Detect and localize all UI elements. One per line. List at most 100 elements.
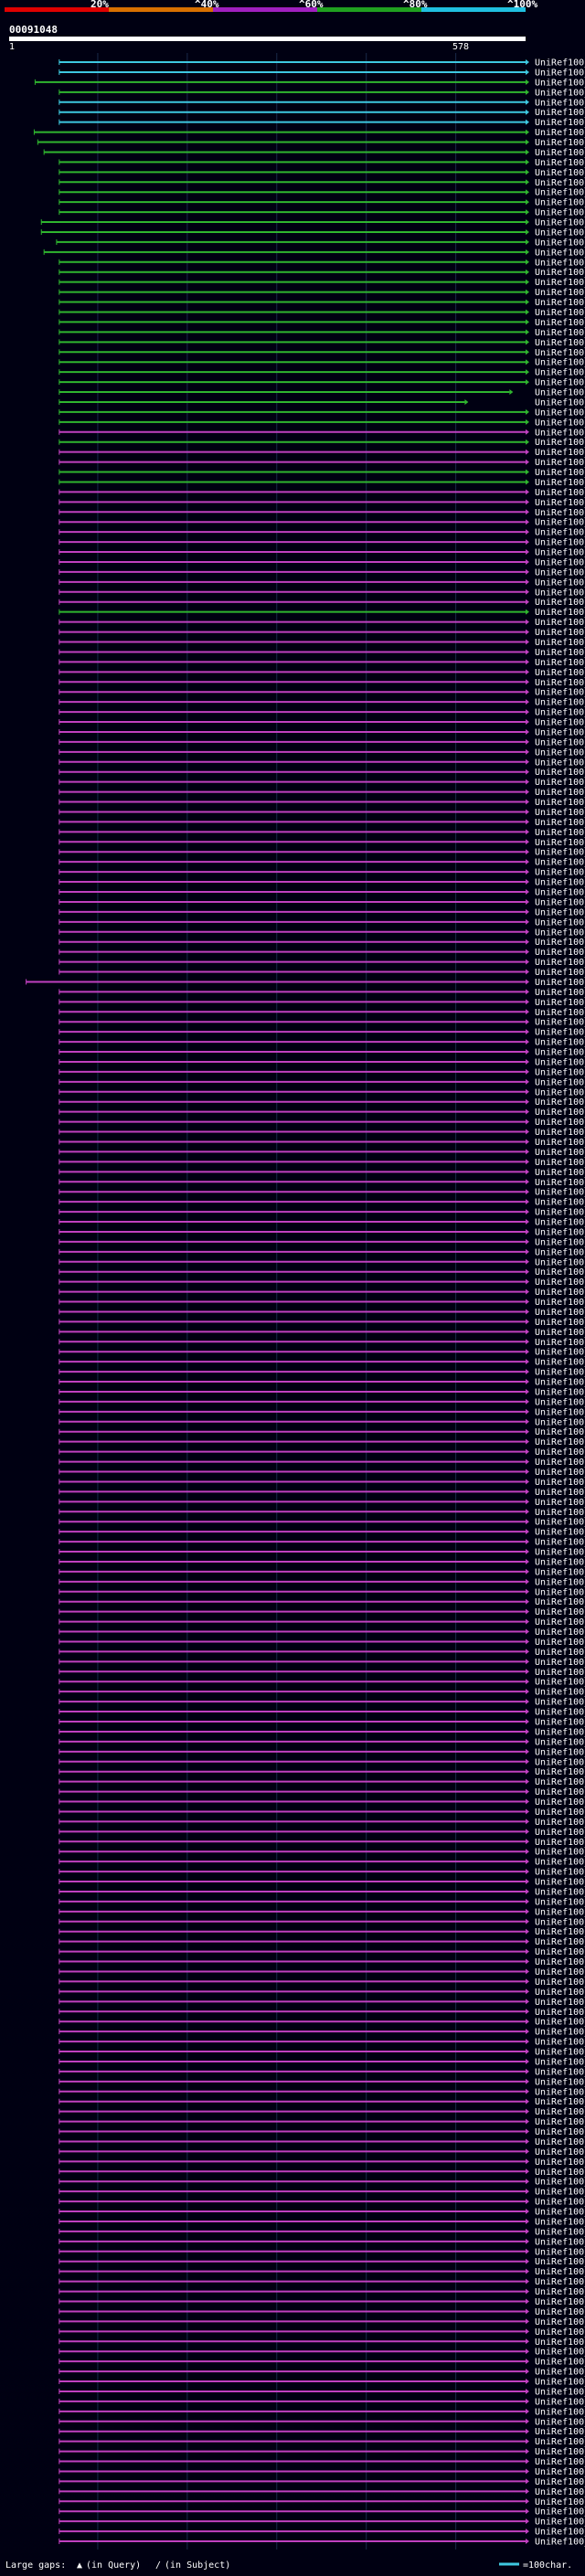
hit-label: UniRef100_C0AZ76 (535, 1718, 585, 1728)
footer-legend: Large gaps: ▲ (in Query) / (in Subject) … (5, 2560, 572, 2571)
hit-row: UniRef100_Q1UQ97 (58, 1927, 585, 1937)
hit-end-arrow (526, 2128, 529, 2135)
hit-label: UniRef100_C5D145 (535, 1427, 585, 1437)
hit-label: UniRef100_B7HYS3 (535, 2317, 585, 2327)
hit-end-arrow (526, 1088, 529, 1095)
hit-label: UniRef100_A3IFS3 (535, 1757, 585, 1767)
hit-end-arrow (526, 1068, 529, 1075)
hit-label: UniRef100_C7WYG2 (535, 678, 585, 688)
hit-row: UniRef100_A9NNE3 (58, 358, 585, 368)
hit-end-arrow (526, 2438, 529, 2444)
hit-label: UniRef100_B7Q9T4 (535, 2227, 585, 2237)
hit-label: UniRef100_B4VDF2 (535, 1318, 585, 1328)
hit-end-arrow (526, 99, 529, 105)
hit-row: UniRef100_C2UQQ8 (58, 1237, 585, 1247)
hit-row: UniRef100_UP1000.. (58, 1767, 585, 1777)
hit-label: UniRef100_A9WFB7 (535, 1737, 585, 1747)
hit-end-arrow (526, 1788, 529, 1795)
hit-label: UniRef100_C2UGF3 (535, 2427, 585, 2437)
hit-end-arrow (526, 2318, 529, 2325)
hit-end-arrow (526, 1519, 529, 1525)
hit-label: UniRef100_C1Q9U4 (535, 2457, 585, 2467)
hit-row: UniRef100_C5D145 (58, 1427, 585, 1437)
hit-end-arrow (526, 1728, 529, 1734)
hit-label: UniRef100_C7U2S3 (535, 838, 585, 848)
hit-label: UniRef100_C3L7L6 (535, 1828, 585, 1838)
hit-label: UniRef100_B7JH70 (535, 727, 585, 737)
hit-label: UniRef100_C2UQQ8 (535, 1237, 585, 1247)
hit-end-arrow (526, 709, 529, 716)
hit-end-arrow (526, 309, 529, 315)
hit-label: UniRef100_B7H8P3 (535, 1198, 585, 1208)
hit-label: UniRef100_Q23698 (535, 128, 585, 138)
hit-row: UniRef100_C3K0R8 (58, 2077, 585, 2087)
hit-label: UniRef100_C2P3K0 (535, 2208, 585, 2218)
hit-row: UniRef100_B4S839 (58, 2378, 585, 2388)
hit-end-arrow (526, 588, 529, 595)
hit-end-arrow (526, 1748, 529, 1754)
hit-label: UniRef100_C6BR02 (535, 1638, 585, 1648)
hit-end-arrow (526, 1329, 529, 1335)
hit-end-arrow (526, 2298, 529, 2305)
hit-end-arrow (526, 2408, 529, 2414)
hit-row: UniRef100_A9AUU0 (58, 508, 585, 518)
hit-label: UniRef100_B9QDN2 (535, 737, 585, 747)
hit-label: UniRef100_A7QNW3 (535, 148, 585, 158)
hit-row: UniRef100_B6TYV3 (43, 248, 585, 258)
hit-label: UniRef100_A9NZF8 (535, 288, 585, 298)
hit-row: UniRef100_Q637W0 (58, 588, 585, 598)
hit-label: UniRef100_A1HLS8 (535, 1338, 585, 1348)
hit-label: UniRef100_C3N6Q5 (535, 2277, 585, 2287)
hit-end-arrow (526, 2308, 529, 2315)
hit-row: UniRef100_UP1000.. (58, 518, 585, 528)
hit-row: UniRef100_A9P8L8 (58, 118, 585, 128)
hit-end-arrow (526, 1648, 529, 1655)
hit-label: UniRef100_C3IMA0 (535, 1108, 585, 1118)
hit-label: UniRef100_C4G9T7 (535, 2358, 585, 2368)
hit-label: UniRef100_A3I668 (535, 1538, 585, 1548)
hit-row: UniRef100_B5UL71 (58, 1528, 585, 1538)
hit-end-arrow (526, 1369, 529, 1375)
query-gap-marker: ▲ (77, 2560, 82, 2571)
hit-label: UniRef100_B0V418 (535, 1617, 585, 1627)
hit-label: UniRef100_Q8ZEJ6 (535, 2067, 585, 2077)
hit-row: UniRef100_B9RDF5 (58, 408, 585, 418)
hit-label: UniRef100_B8DK10 (535, 2157, 585, 2168)
hit-row: UniRef100_Q6EU1N (58, 1577, 585, 1587)
hit-label: UniRef100_C0UDX9 (535, 907, 585, 917)
hit-row: UniRef100_C2RQQ3 (58, 1447, 585, 1458)
hit-end-arrow (526, 1859, 529, 1865)
hit-end-arrow (526, 2258, 529, 2264)
hit-label: UniRef100_Q8LEB8 (535, 198, 585, 208)
hit-row: UniRef100_A8GQP2 (58, 828, 585, 838)
hit-row: UniRef100_Q6KG35 (58, 1787, 585, 1797)
hit-label: UniRef100_C2MUR4 (535, 2297, 585, 2307)
hit-row: UniRef100_A9WFB7 (58, 1737, 585, 1747)
hit-row: UniRef100_A9B413 (58, 2247, 585, 2257)
hit-end-arrow (526, 728, 529, 735)
hit-end-arrow (526, 1689, 529, 1695)
hit-label: UniRef100_C6CHK7 (535, 1597, 585, 1607)
hit-end-arrow (526, 1778, 529, 1785)
hit-label: UniRef100_Q4SG58 (535, 1397, 585, 1407)
hit-end-arrow (526, 1149, 529, 1155)
hit-end-arrow (526, 2448, 529, 2454)
hit-row: UniRef100_UP1000.. (58, 2097, 585, 2107)
legend-tick: ^80% (403, 0, 428, 10)
hit-label: UniRef100_C2MKQ2 (535, 1138, 585, 1148)
hit-label: UniRef100_C1RKZ9 (535, 648, 585, 658)
hit-label: UniRef100_B8IC40 (535, 1607, 585, 1617)
hit-label: UniRef100_B1I176 (535, 1028, 585, 1038)
hit-end-arrow (526, 2118, 529, 2125)
hit-end-arrow (526, 499, 529, 505)
hit-row: UniRef100_C2P3K0 (58, 2208, 585, 2218)
hit-end-arrow (526, 1549, 529, 1555)
hit-end-arrow (526, 2369, 529, 2375)
hit-row: UniRef100_C3LAB6 (58, 747, 585, 758)
hit-label: UniRef100_C3C5D2 (535, 1308, 585, 1318)
hit-label: UniRef100_A9JU27 (535, 758, 585, 768)
hit-label: UniRef100_B1EU17 (535, 2477, 585, 2487)
hit-row: UniRef100_B7JH70 (58, 727, 585, 737)
hit-end-arrow (526, 1509, 529, 1515)
subject-gap-marker: / (155, 2560, 161, 2571)
